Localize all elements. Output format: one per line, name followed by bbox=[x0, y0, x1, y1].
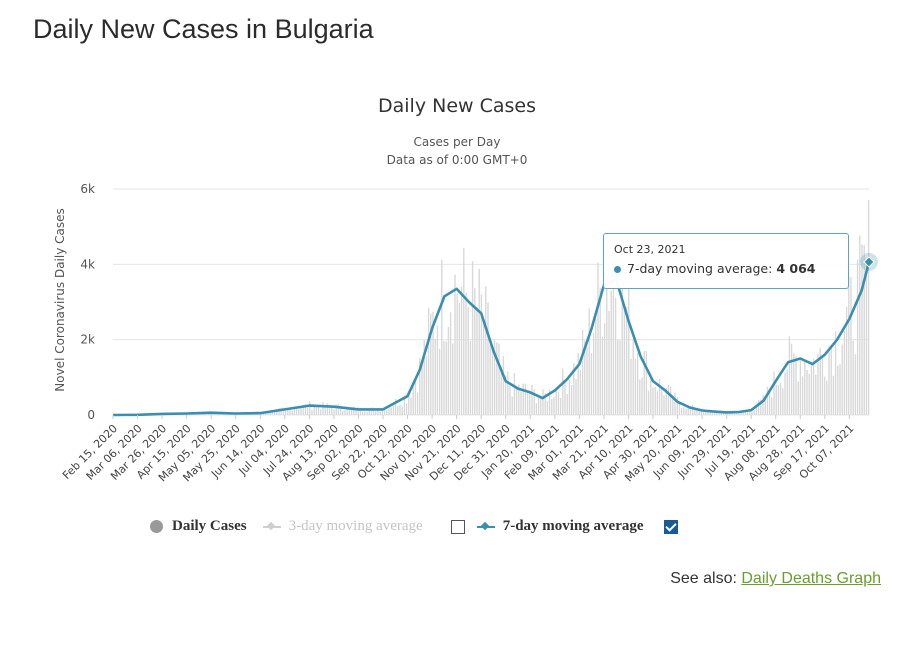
see-also-label: See also: bbox=[670, 570, 737, 587]
legend-daily-cases[interactable]: Daily Cases bbox=[150, 518, 247, 535]
legend-7day[interactable]: 7-day moving average bbox=[476, 518, 644, 535]
tooltip: Oct 23, 2021 7-day moving average: 4 064 bbox=[603, 233, 849, 289]
y-tick-label: 4k bbox=[80, 257, 95, 271]
legend-line-icon bbox=[262, 525, 281, 528]
legend-line-icon bbox=[476, 525, 495, 528]
y-axis-label: Novel Coronavirus Daily Cases bbox=[53, 208, 67, 391]
y-ticks: 0 2k 4k 6k bbox=[80, 182, 95, 422]
legend-dot-icon bbox=[150, 520, 163, 533]
legend-3day-label: 3-day moving average bbox=[288, 518, 423, 534]
y-tick-label: 0 bbox=[87, 408, 95, 422]
highlight-point[interactable] bbox=[863, 256, 875, 268]
page-title: Daily New Cases in Bulgaria bbox=[33, 14, 374, 44]
checkbox-7day[interactable] bbox=[663, 519, 678, 534]
daily-deaths-link[interactable]: Daily Deaths Graph bbox=[741, 570, 881, 587]
tooltip-dot bbox=[614, 266, 621, 273]
checkbox-3day[interactable] bbox=[450, 519, 465, 534]
y-tick-label: 6k bbox=[80, 182, 95, 196]
legend-3day[interactable]: 3-day moving average bbox=[262, 518, 423, 535]
tooltip-series: 7-day moving average: bbox=[627, 261, 773, 276]
chart-title: Daily New Cases bbox=[378, 95, 536, 117]
tooltip-date: Oct 23, 2021 bbox=[614, 243, 686, 256]
chart-subtitle-1: Cases per Day bbox=[414, 135, 501, 149]
legend-daily-cases-label: Daily Cases bbox=[172, 518, 247, 534]
line-layer bbox=[112, 252, 878, 417]
y-tick-label: 2k bbox=[80, 333, 95, 347]
legend-7day-label: 7-day moving average bbox=[502, 518, 644, 534]
see-also: See also: Daily Deaths Graph bbox=[670, 570, 881, 588]
tooltip-row: 7-day moving average: 4 064 bbox=[614, 261, 838, 276]
grid bbox=[113, 188, 869, 416]
tooltip-value: 4 064 bbox=[776, 261, 816, 276]
chart-subtitle-2: Data as of 0:00 GMT+0 bbox=[387, 153, 528, 167]
series-line-7day bbox=[112, 261, 871, 417]
legend: Daily Cases 3-day moving average 7-day m… bbox=[150, 518, 690, 535]
